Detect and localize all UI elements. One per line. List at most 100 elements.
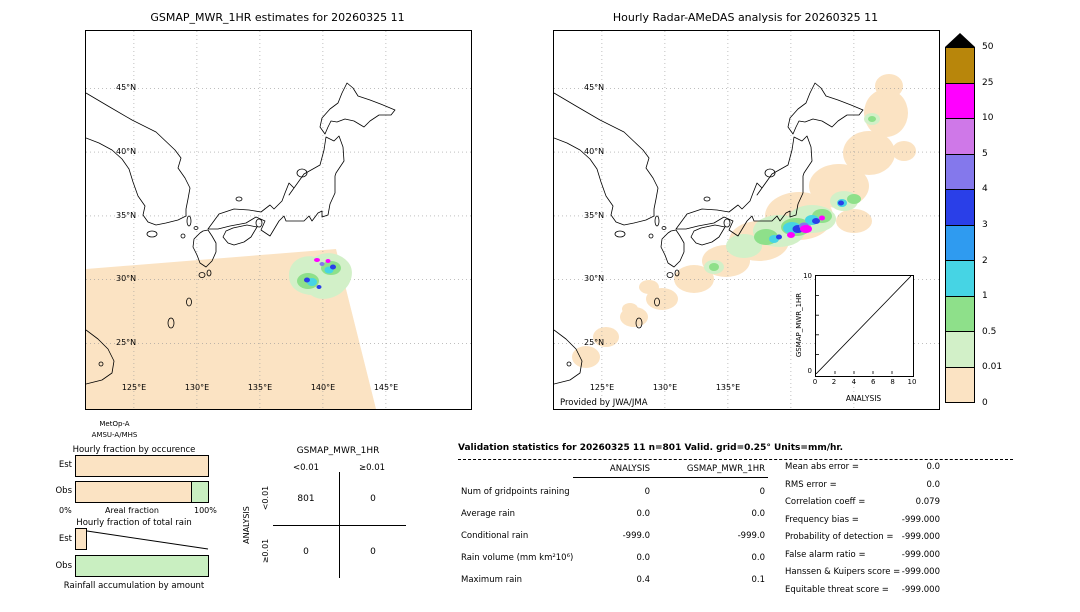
lon-label: 130°E	[652, 383, 678, 392]
lat-label: 40°N	[584, 147, 605, 156]
colorbar-tick: 25	[982, 77, 994, 88]
total-rain-chart-title: Hourly fraction of total rain	[76, 518, 192, 528]
lon-label: 130°E	[184, 383, 210, 392]
stats-value-analysis: 0.0	[636, 553, 650, 563]
contingency-table: GSMAP_MWR_1HR <0.01 ≥0.01 ANALYSIS <0.01…	[240, 443, 425, 593]
inset-x-tick: 0	[812, 378, 818, 386]
lat-label: 35°N	[584, 211, 605, 220]
colorbar-seg-2	[946, 119, 974, 155]
contingency-row-axis-label: ANALYSIS	[242, 506, 251, 544]
stats-value-analysis: 0.4	[636, 575, 650, 585]
metric-label: RMS error =	[785, 479, 837, 490]
inset-x-tick: 2	[831, 378, 837, 386]
axis-min-label: 0%	[59, 506, 72, 515]
metric-value: -999.000	[901, 584, 940, 595]
lat-label: 45°N	[584, 83, 605, 92]
inset-x-tick: 8	[890, 378, 895, 386]
contingency-cell: 0	[370, 546, 376, 557]
stats-value-gsmap: 0	[759, 487, 765, 497]
stats-row-label: Average rain	[461, 509, 516, 519]
occurrence-chart-title: Hourly fraction by occurence	[72, 445, 196, 455]
precip-colorbar: 50 25 10 5 4 3 2 1 0.5 0.01 0	[940, 28, 1040, 423]
obs-norain-segment	[76, 482, 192, 502]
contingency-cell: 0	[273, 525, 340, 578]
header-underline	[573, 477, 768, 478]
colorbar-overflow-triangle	[945, 33, 975, 47]
stats-value-gsmap: -999.0	[737, 531, 765, 541]
colorbar-tick: 0	[982, 398, 988, 408]
stats-value-gsmap: 0.1	[751, 575, 765, 585]
stats-value-analysis: 0.0	[636, 509, 650, 519]
data-credit: Provided by JWA/JMA	[558, 398, 650, 408]
contingency-row-header: ≥0.01	[261, 538, 270, 564]
stats-row-label: Rain volume (mm km²10⁶)	[461, 553, 574, 563]
colorbar-seg-7	[946, 296, 974, 332]
colorbar-tick: 5	[982, 148, 988, 159]
metric-label: Hanssen & Kuipers score =	[785, 567, 901, 577]
lat-label: 45°N	[116, 83, 137, 92]
inset-scatter: GSMAP_MWR_1HR 10 0 0 2 4 6 8 10 ANALYSIS	[785, 268, 940, 408]
identity-line	[815, 275, 912, 375]
totalrain-bar-est	[75, 528, 87, 550]
metric-value: 0.079	[915, 497, 940, 507]
colorbar-tick: 10	[982, 113, 994, 124]
contingency-col-header: ≥0.01	[358, 463, 386, 473]
precip-cluster-estimate	[288, 253, 352, 299]
metric-label: False alarm ratio =	[785, 549, 866, 560]
inset-x-axis-label: ANALYSIS	[845, 394, 882, 403]
map-left-canvas	[86, 31, 471, 409]
colorbar-segments	[945, 47, 975, 403]
metric-value: -999.000	[901, 567, 940, 577]
stats-value-analysis: -999.0	[622, 531, 650, 541]
stats-value-analysis: 0	[644, 487, 650, 497]
colorbar-seg-8	[946, 332, 974, 368]
stats-header: Validation statistics for 20260325 11 n=…	[458, 443, 843, 453]
map-right-title: Hourly Radar-AMeDAS analysis for 2026032…	[612, 11, 879, 24]
colorbar-tick: 1	[982, 291, 988, 302]
occurrence-bar-obs	[75, 481, 209, 503]
row-label-obs: Obs	[55, 561, 72, 571]
metric-value: 0.0	[926, 462, 940, 472]
metric-label: Probability of detection =	[785, 532, 894, 542]
lon-label: 140°E	[310, 383, 336, 392]
radar-rain-cores	[704, 113, 880, 274]
row-label-est: Est	[58, 460, 72, 470]
lat-label: 30°N	[116, 274, 137, 283]
axis-title: Areal fraction	[105, 506, 159, 515]
metric-value: -999.000	[901, 549, 940, 560]
inset-plot-canvas	[815, 275, 912, 375]
colorbar-seg-6	[946, 261, 974, 297]
stats-value-gsmap: 0.0	[751, 509, 765, 519]
inset-ticks	[816, 295, 893, 374]
inset-y-axis-label: GSMAP_MWR_1HR	[795, 292, 803, 358]
row-label-est: Est	[58, 534, 72, 544]
stats-row-label: Num of gridpoints raining	[461, 487, 570, 497]
contingency-col-header: <0.01	[292, 463, 320, 473]
satellite-name: MetOp-A	[99, 420, 130, 428]
totalrain-bar-obs	[75, 555, 209, 577]
lon-label: 145°E	[373, 383, 399, 392]
row-label-obs: Obs	[55, 486, 72, 496]
colorbar-tick: 2	[982, 255, 988, 266]
stats-col-header: ANALYSIS	[609, 464, 650, 474]
contingency-cell: 0	[340, 472, 406, 526]
colorbar-seg-5	[946, 225, 974, 261]
inset-y-tick: 0	[807, 367, 812, 375]
lon-label: 125°E	[589, 383, 615, 392]
map-left-title: GSMAP_MWR_1HR estimates for 20260325 11	[150, 11, 405, 24]
axis-max-label: 100%	[194, 506, 217, 515]
metric-label: Mean abs error =	[785, 462, 859, 472]
contingency-row-header: <0.01	[261, 485, 270, 511]
inset-plot-area	[815, 275, 914, 377]
fraction-bars-panel: MetOp-A AMSU-A/MHS Hourly fraction by oc…	[50, 418, 225, 598]
map-left-panel: 45°N 40°N 35°N 30°N 25°N 125°E 130°E 135…	[85, 30, 472, 410]
lon-label: 125°E	[121, 383, 147, 392]
stats-row-label: Conditional rain	[461, 531, 529, 541]
lon-label: 135°E	[247, 383, 273, 392]
contingency-title: GSMAP_MWR_1HR	[296, 446, 380, 456]
colorbar-tick: 0.01	[982, 362, 1003, 373]
lon-label: 135°E	[715, 383, 741, 392]
metric-value: -999.000	[901, 532, 940, 542]
totalrain-est-wedge	[86, 530, 209, 550]
